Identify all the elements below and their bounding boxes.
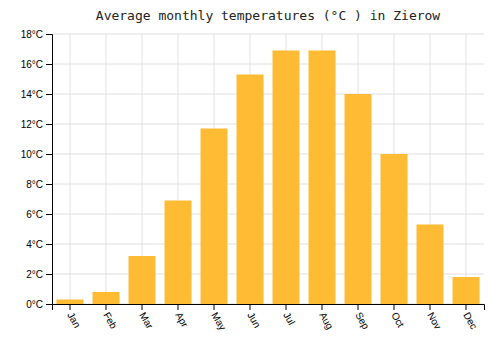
grid-line-y	[52, 64, 484, 65]
chart-svg: Jan Feb Mar Apr May Jun Jul Aug Sep Oct Nov Dec 0°C 2…	[0, 0, 500, 350]
grid-line-y	[52, 154, 484, 155]
x-tick-label: Dec	[461, 310, 479, 331]
bar	[237, 75, 264, 305]
bar	[309, 51, 336, 305]
y-axis: 0°C 2°C 4°C 6°C 8°C 10°C 12°C 14°C 16°C 18°C	[21, 29, 53, 310]
x-tick-mark	[394, 304, 395, 310]
grid-line-y	[52, 94, 484, 95]
y-tick-mark	[46, 304, 52, 305]
y-tick: 12°C	[21, 119, 52, 130]
x-tick-mark	[322, 304, 323, 310]
y-tick-label: 6°C	[26, 209, 43, 220]
y-tick-mark	[46, 34, 52, 35]
grid-line-y	[52, 34, 484, 35]
bar	[129, 256, 156, 304]
x-tick-label: Nov	[425, 310, 443, 331]
y-tick-mark	[46, 184, 52, 185]
grid-line-x	[466, 34, 467, 304]
x-tick: May	[209, 304, 228, 332]
x-tick-label: Jul	[281, 310, 297, 327]
x-tick: Apr	[173, 304, 191, 330]
y-tick-mark	[46, 64, 52, 65]
x-tick-mark	[106, 304, 107, 310]
grid-line-y	[52, 214, 484, 215]
x-axis-line	[53, 305, 485, 311]
x-tick-mark	[250, 304, 251, 310]
y-tick-label: 12°C	[21, 119, 43, 130]
x-tick-label: Apr	[173, 310, 191, 330]
grid-line-y	[52, 184, 484, 185]
x-tick: Nov	[425, 304, 443, 331]
plot: Jan Feb Mar Apr May Jun Jul Aug Sep Oct Nov Dec 0°C 2…	[21, 29, 485, 332]
bar	[273, 51, 300, 305]
x-tick-label: Mar	[137, 310, 155, 331]
y-tick: 4°C	[26, 239, 52, 250]
y-tick-label: 2°C	[26, 269, 43, 280]
y-tick-mark	[46, 244, 52, 245]
x-tick-label: Jan	[65, 310, 83, 329]
x-tick-label: Sep	[353, 310, 372, 331]
y-tick-label: 16°C	[21, 59, 43, 70]
y-tick-mark	[46, 154, 52, 155]
x-tick-mark	[286, 304, 287, 310]
y-tick: 0°C	[26, 299, 52, 310]
y-tick-mark	[46, 94, 52, 95]
title: Average monthly temperatures (°C ) in Zi…	[96, 8, 441, 23]
y-tick-mark	[46, 274, 52, 275]
y-tick-label: 18°C	[21, 29, 43, 40]
x-tick-mark	[178, 304, 179, 310]
y-axis-line	[46, 35, 53, 305]
grid-line-y	[52, 124, 484, 125]
x-tick-mark	[430, 304, 431, 310]
x-tick-mark	[214, 304, 215, 310]
bar	[165, 201, 192, 305]
bar	[417, 225, 444, 305]
y-tick: 14°C	[21, 89, 52, 100]
y-tick: 10°C	[21, 149, 52, 160]
x-tick: Aug	[317, 304, 335, 331]
y-tick-label: 0°C	[26, 299, 43, 310]
bar	[381, 154, 408, 304]
y-tick-label: 8°C	[26, 179, 43, 190]
bar	[201, 129, 228, 305]
x-tick: Jun	[245, 304, 263, 330]
x-tick-mark	[466, 304, 467, 310]
bars	[57, 51, 480, 305]
y-tick: 2°C	[26, 269, 52, 280]
x-tick-label: Jun	[245, 310, 263, 329]
x-tick: Sep	[353, 304, 372, 332]
x-tick: Dec	[461, 304, 479, 331]
y-tick-label: 4°C	[26, 239, 43, 250]
x-tick-label: Aug	[317, 310, 335, 331]
grid	[52, 34, 484, 304]
x-tick: Feb	[101, 304, 119, 331]
x-tick: Oct	[389, 304, 406, 329]
y-tick: 18°C	[21, 29, 52, 40]
y-tick-mark	[46, 124, 52, 125]
x-axis: Jan Feb Mar Apr May Jun Jul Aug Sep Oct Nov Dec	[53, 304, 485, 332]
x-tick-label: Feb	[101, 310, 119, 331]
x-tick: Mar	[137, 304, 155, 331]
bar	[345, 94, 372, 304]
grid-line-x	[106, 34, 107, 304]
x-tick-mark	[358, 304, 359, 310]
x-tick: Jul	[281, 304, 297, 327]
bar	[57, 300, 84, 305]
y-tick-mark	[46, 214, 52, 215]
y-tick-label: 10°C	[21, 149, 43, 160]
x-tick-mark	[70, 304, 71, 310]
bar	[93, 292, 120, 304]
grid-line-x	[70, 34, 71, 304]
x-tick-label: Oct	[389, 310, 406, 329]
y-tick-label: 14°C	[21, 89, 43, 100]
y-tick: 8°C	[26, 179, 52, 190]
x-tick: Jan	[65, 304, 83, 330]
bar	[453, 277, 480, 304]
x-tick-label: May	[209, 310, 228, 332]
x-tick-mark	[142, 304, 143, 310]
y-tick: 6°C	[26, 209, 52, 220]
y-tick: 16°C	[21, 59, 52, 70]
chart-container: Jan Feb Mar Apr May Jun Jul Aug Sep Oct Nov Dec 0°C 2…	[0, 0, 500, 350]
